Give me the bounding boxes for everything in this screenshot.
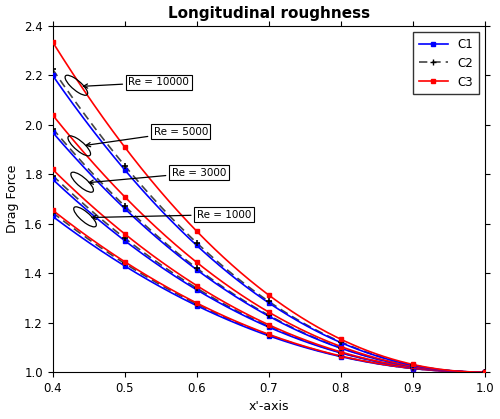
Text: Re = 10000: Re = 10000 [84,77,189,88]
Text: Re = 1000: Re = 1000 [92,210,251,220]
C3 [50,208,56,213]
C2 [338,354,344,359]
C1 [482,370,488,375]
C1 [338,354,344,359]
C3 [338,354,344,359]
C1 [122,264,128,269]
C1 [266,333,272,338]
X-axis label: x'-axis: x'-axis [248,401,289,414]
Line: C1: C1 [50,214,488,375]
Title: Longitudinal roughness: Longitudinal roughness [168,5,370,21]
Legend: C1, C2, C3: C1, C2, C3 [412,32,479,94]
C3 [410,366,416,371]
C3 [482,370,488,375]
Line: C3: C3 [50,208,488,375]
C2 [266,332,272,337]
C2 [194,302,200,307]
Y-axis label: Drag Force: Drag Force [6,165,18,233]
C2 [482,370,488,375]
C1 [194,303,200,308]
Line: C2: C2 [49,209,488,376]
C1 [50,214,56,219]
C3 [194,300,200,305]
C3 [122,259,128,264]
C2 [50,210,56,215]
C3 [266,332,272,337]
C2 [122,261,128,266]
Text: Re = 5000: Re = 5000 [86,127,208,147]
C1 [410,366,416,371]
Text: Re = 3000: Re = 3000 [89,168,226,184]
C2 [410,366,416,371]
